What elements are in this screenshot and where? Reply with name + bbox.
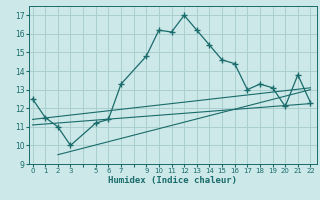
X-axis label: Humidex (Indice chaleur): Humidex (Indice chaleur) [108,176,237,185]
